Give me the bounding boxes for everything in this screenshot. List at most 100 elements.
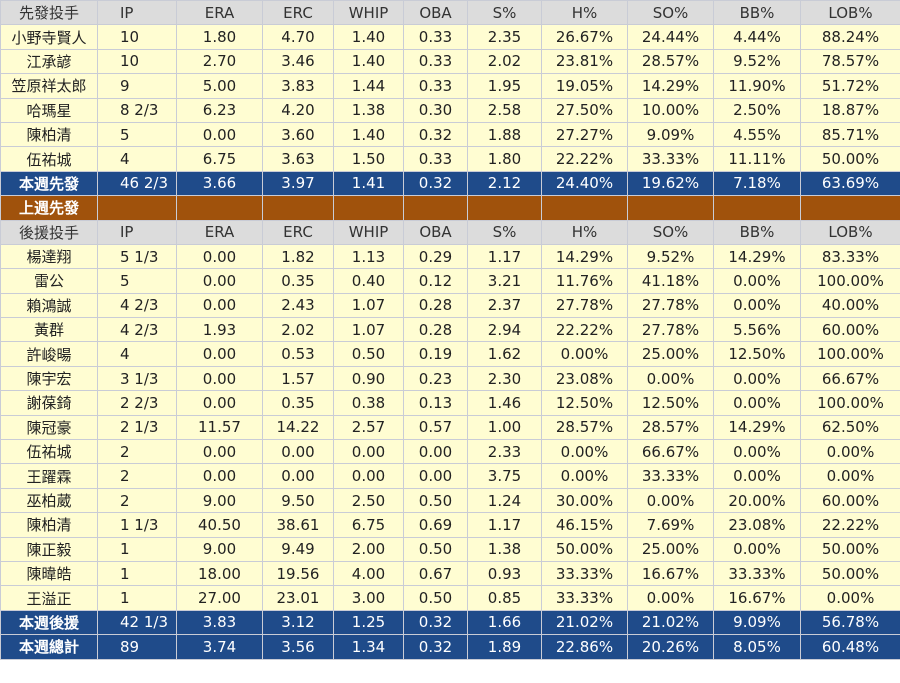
oba-cell: 0.33 xyxy=(403,146,468,172)
so-cell: 9.09% xyxy=(627,121,714,148)
erc-cell: 3.60 xyxy=(262,121,334,148)
whip-cell: 1.13 xyxy=(333,243,404,270)
oba-cell: 0.33 xyxy=(403,24,468,50)
h-cell: 33.33% xyxy=(541,585,628,611)
lob-cell: 0.00% xyxy=(800,463,900,489)
label-cell: 許峻暘 xyxy=(0,341,98,367)
erc-cell: 0.00 xyxy=(262,439,334,465)
erc-cell: 2.02 xyxy=(262,317,334,343)
bb-cell: 0.00% xyxy=(713,463,801,489)
h-cell: 19.05% xyxy=(541,73,628,99)
h-cell: 11.76% xyxy=(541,268,628,294)
starter-row: 哈瑪星 8 2/3 6.23 4.20 1.38 0.30 2.58 27.50% 10.00%… xyxy=(0,97,900,123)
h-cell: 22.22% xyxy=(541,146,628,172)
s-cell: 0.85 xyxy=(467,585,542,611)
bb-cell: 12.50% xyxy=(713,341,801,367)
erc-cell: 4.70 xyxy=(262,24,334,50)
bb-cell: BB% xyxy=(713,219,801,245)
era-cell: 11.57 xyxy=(176,414,263,441)
h-cell: 30.00% xyxy=(541,487,628,514)
era-cell: 18.00 xyxy=(176,560,263,587)
erc-cell: 1.57 xyxy=(262,365,334,392)
starter-row: 江承諺 10 2.70 3.46 1.40 0.33 2.02 23.81% 28.57% 9.5… xyxy=(0,48,900,75)
so-cell: 0.00% xyxy=(627,585,714,611)
label-cell: 王溢正 xyxy=(0,585,98,611)
era-cell: 0.00 xyxy=(176,365,263,392)
whip-cell: 0.00 xyxy=(333,439,404,465)
era-cell: 0.00 xyxy=(176,292,263,319)
label-cell: 本週先發 xyxy=(0,170,98,197)
bb-cell: 33.33% xyxy=(713,560,801,587)
h-cell: H% xyxy=(541,219,628,245)
era-cell: 0.00 xyxy=(176,341,263,367)
ip-cell: 5 1/3 xyxy=(97,243,177,270)
reliever-row: 陳冠豪 2 1/3 11.57 14.22 2.57 0.57 1.00 28.57% 28.5… xyxy=(0,414,900,441)
erc-cell: 4.20 xyxy=(262,97,334,123)
erc-cell: 19.56 xyxy=(262,560,334,587)
label-cell: 伍祐城 xyxy=(0,439,98,465)
whip-cell: 2.00 xyxy=(333,536,404,562)
h-cell: 27.78% xyxy=(541,292,628,319)
s-cell: 3.21 xyxy=(467,268,542,294)
h-cell: 46.15% xyxy=(541,512,628,538)
ip-cell: 2 xyxy=(97,463,177,489)
reliever-row: 陳宇宏 3 1/3 0.00 1.57 0.90 0.23 2.30 23.08% 0.00% 0… xyxy=(0,365,900,392)
h-cell: 33.33% xyxy=(541,560,628,587)
whip-cell xyxy=(333,195,404,221)
bb-cell: 0.00% xyxy=(713,365,801,392)
label-cell: 陳正毅 xyxy=(0,536,98,562)
lob-cell: 88.24% xyxy=(800,24,900,50)
erc-cell: ERC xyxy=(262,219,334,245)
starter-row: 小野寺賢人 10 1.80 4.70 1.40 0.33 2.35 26.67% 24.44% 4… xyxy=(0,24,900,50)
so-cell: 7.69% xyxy=(627,512,714,538)
bb-cell: 16.67% xyxy=(713,585,801,611)
so-cell: 0.00% xyxy=(627,365,714,392)
ip-cell: 1 1/3 xyxy=(97,512,177,538)
era-cell: 3.83 xyxy=(176,609,263,636)
s-cell: 1.62 xyxy=(467,341,542,367)
so-cell: 66.67% xyxy=(627,439,714,465)
reliever-row: 賴鴻誠 4 2/3 0.00 2.43 1.07 0.28 2.37 27.78% 27.78%… xyxy=(0,292,900,319)
reliever-row: 伍祐城 2 0.00 0.00 0.00 0.00 2.33 0.00% 66.67% 0.00%… xyxy=(0,439,900,465)
so-cell: 25.00% xyxy=(627,341,714,367)
h-cell: 14.29% xyxy=(541,243,628,270)
oba-cell: 0.33 xyxy=(403,48,468,75)
label-cell: 陳柏清 xyxy=(0,512,98,538)
era-cell: 6.23 xyxy=(176,97,263,123)
reliever-row: 陳暐皓 1 18.00 19.56 4.00 0.67 0.93 33.33% 16.67% 33… xyxy=(0,560,900,587)
lob-cell: 100.00% xyxy=(800,341,900,367)
erc-cell: 38.61 xyxy=(262,512,334,538)
bb-cell: 11.11% xyxy=(713,146,801,172)
lob-cell: 60.00% xyxy=(800,317,900,343)
label-cell: 黃群 xyxy=(0,317,98,343)
whip-cell: 1.40 xyxy=(333,24,404,50)
oba-cell: 0.32 xyxy=(403,609,468,636)
label-cell: 賴鴻誠 xyxy=(0,292,98,319)
bb-cell: 23.08% xyxy=(713,512,801,538)
ip-cell: 9 xyxy=(97,73,177,99)
oba-cell: 0.50 xyxy=(403,487,468,514)
s-cell: 2.30 xyxy=(467,365,542,392)
era-cell: 2.70 xyxy=(176,48,263,75)
ip-cell: 2 xyxy=(97,487,177,514)
erc-cell: 3.83 xyxy=(262,73,334,99)
bb-cell: BB% xyxy=(713,0,801,26)
reliever-row: 雷公 5 0.00 0.35 0.40 0.12 3.21 11.76% 41.18% 0.00%… xyxy=(0,268,900,294)
lob-cell: 18.87% xyxy=(800,97,900,123)
whip-cell: WHIP xyxy=(333,219,404,245)
s-cell: 2.12 xyxy=(467,170,542,197)
s-cell: 2.37 xyxy=(467,292,542,319)
oba-cell: 0.32 xyxy=(403,121,468,148)
lob-cell: 63.69% xyxy=(800,170,900,197)
whip-cell: 1.25 xyxy=(333,609,404,636)
header-row: 後援投手 IP ERA ERC WHIP OBA S% H% SO% BB% LOB% xyxy=(0,219,900,245)
reliever-row: 楊達翔 5 1/3 0.00 1.82 1.13 0.29 1.17 14.29% 9.52% 1… xyxy=(0,243,900,270)
bb-cell: 9.09% xyxy=(713,609,801,636)
bb-cell: 0.00% xyxy=(713,268,801,294)
era-cell: 0.00 xyxy=(176,121,263,148)
lob-cell: LOB% xyxy=(800,219,900,245)
lob-cell: LOB% xyxy=(800,0,900,26)
label-cell: 後援投手 xyxy=(0,219,98,245)
h-cell: 0.00% xyxy=(541,463,628,489)
so-cell: 0.00% xyxy=(627,487,714,514)
